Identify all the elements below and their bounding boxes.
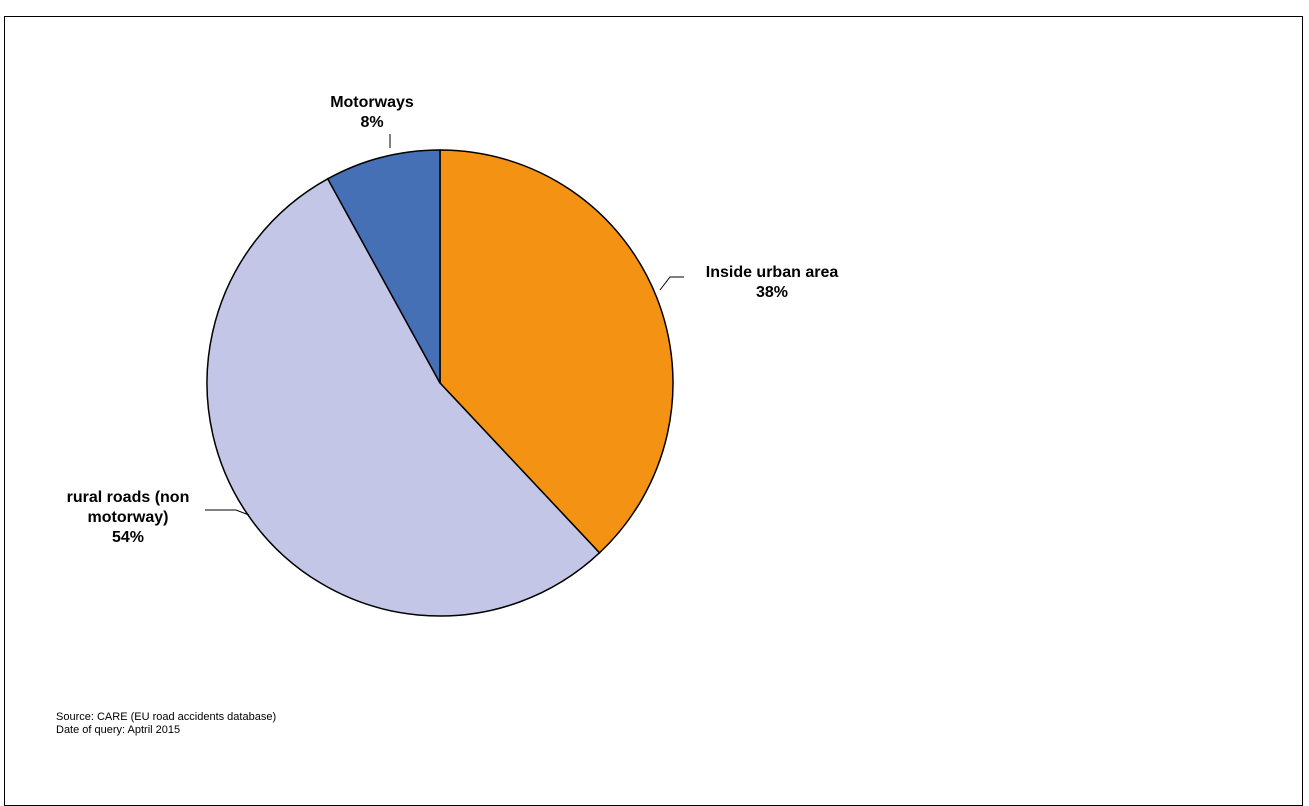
date-line: Date of query: Aptril 2015: [56, 724, 181, 736]
slice-name-label: motorway): [88, 509, 169, 526]
leader-line: [659, 276, 684, 291]
slice-label: rural roads (non motorway) 54%: [67, 489, 190, 546]
source-line: Source: CARE (EU road accidents database…: [56, 711, 277, 723]
pie-slice-rural-roads-non-motorway: [206, 177, 601, 617]
pie-slice-motorways: [326, 149, 441, 384]
source-note: Source: CARE (EU road accidents database…: [56, 711, 276, 737]
pie-slice-inside-urban-area: [439, 149, 674, 554]
slice-name-label: rural roads (non: [67, 489, 190, 506]
leader-line: [205, 509, 250, 516]
slice-name-label: Motorways: [330, 94, 414, 111]
slice-label: Motorways 8%: [330, 94, 414, 131]
slice-name-label: Inside urban area: [706, 264, 839, 281]
slice-value-label: 38%: [756, 284, 788, 301]
slice-value-label: 8%: [360, 114, 383, 131]
slice-label: Inside urban area 38%: [706, 264, 839, 301]
slice-value-label: 54%: [112, 529, 144, 546]
